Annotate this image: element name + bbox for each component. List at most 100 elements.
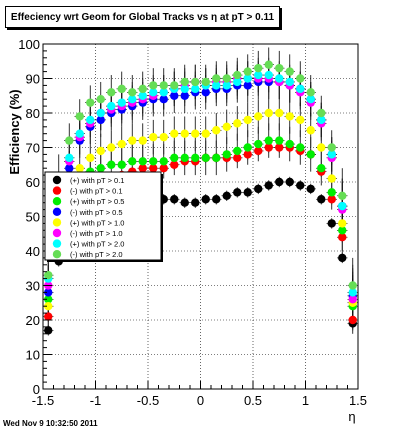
data-point: [233, 146, 242, 156]
data-point: [327, 150, 336, 159]
y-tick-label: 100: [18, 37, 40, 52]
y-tick-label: 40: [26, 244, 40, 259]
data-point: [317, 115, 326, 125]
data-point: [296, 74, 305, 83]
data-point: [75, 112, 84, 121]
legend-entry: (+) with pT > 1.0: [70, 218, 124, 227]
data-point: [138, 136, 147, 145]
data-point: [117, 160, 126, 169]
legend-marker: [52, 239, 62, 248]
data-point: [212, 126, 221, 135]
data-point: [264, 70, 273, 80]
data-point: [170, 129, 179, 138]
data-point: [191, 77, 200, 87]
data-point: [338, 233, 347, 242]
data-point: [149, 81, 158, 90]
legend-marker: [52, 207, 62, 216]
data-point: [180, 77, 189, 87]
data-point: [65, 136, 74, 145]
data-point: [254, 112, 263, 121]
data-point: [44, 302, 53, 311]
grid-lines: [43, 44, 358, 389]
timestamp-footer: Wed Nov 9 10:32:50 2011: [3, 419, 98, 428]
data-point: [306, 126, 315, 135]
data-point: [191, 129, 200, 138]
data-point: [159, 132, 168, 142]
data-point: [180, 84, 189, 94]
data-point: [117, 139, 126, 149]
data-point: [96, 95, 105, 104]
x-axis-label: η: [348, 409, 355, 424]
data-point: [201, 153, 210, 163]
data-point: [222, 150, 231, 159]
y-tick-label: 0: [33, 382, 40, 397]
data-point: [138, 164, 147, 173]
data-point: [233, 70, 242, 80]
data-point: [201, 129, 210, 138]
data-point: [338, 226, 347, 235]
data-point: [180, 91, 189, 100]
data-point: [233, 188, 242, 197]
chart-title-box: Effeciency wrt Geom for Global Tracks vs…: [5, 6, 280, 28]
data-point: [275, 74, 284, 83]
data-point: [254, 184, 263, 194]
data-point: [159, 81, 168, 90]
data-point: [44, 312, 53, 321]
data-point: [264, 60, 273, 69]
data-point: [170, 195, 179, 204]
data-point: [327, 219, 336, 228]
data-point: [222, 74, 231, 83]
data-point: [201, 195, 210, 204]
data-point: [138, 157, 147, 166]
x-tick-label: 0: [197, 393, 204, 408]
data-point: [149, 157, 158, 166]
legend-marker: [52, 197, 62, 206]
data-point: [159, 95, 168, 104]
data-point: [96, 115, 105, 125]
data-point: [348, 295, 357, 304]
data-point: [254, 146, 263, 156]
legend-entry: (-) with pT > 0.5: [70, 208, 123, 217]
data-point: [296, 115, 305, 125]
data-point: [222, 191, 231, 200]
data-point: [306, 150, 315, 159]
legend-box: [44, 171, 162, 261]
data-point: [159, 164, 168, 173]
axes: -1.5 -1 -0.5 0 0.5 1 1.5 0 10 20 30 40 50 60 70 80 90 100: [18, 37, 367, 408]
data-point: [317, 108, 326, 118]
data-point: [306, 95, 315, 104]
data-point: [243, 143, 252, 152]
y-tick-label: 20: [26, 313, 40, 328]
data-point: [65, 153, 74, 163]
y-tick-label: 60: [26, 175, 40, 190]
data-point: [86, 153, 95, 163]
data-point: [44, 288, 53, 297]
data-point: [212, 81, 221, 90]
legend-marker: [52, 218, 62, 227]
x-tick-label: -1: [90, 393, 102, 408]
x-tick-label: 0.5: [244, 393, 262, 408]
y-tick-label: 90: [26, 72, 40, 87]
y-tick-label: 10: [26, 348, 40, 363]
data-point: [222, 81, 231, 90]
legend-entry: (-) with pT > 0.1: [70, 187, 123, 196]
data-point: [338, 191, 347, 200]
data-point: [264, 136, 273, 145]
data-point: [285, 112, 294, 121]
data-point: [180, 198, 189, 207]
legend-entry: (-) with pT > 1.0: [70, 229, 123, 238]
data-point: [96, 146, 105, 156]
data-point: [86, 98, 95, 107]
x-tick-label: 1: [302, 393, 309, 408]
data-point: [338, 219, 347, 228]
data-point: [285, 139, 294, 149]
data-point: [338, 253, 347, 263]
data-point: [149, 88, 158, 97]
data-point: [264, 108, 273, 118]
data-point: [254, 70, 263, 80]
data-point: [338, 201, 347, 211]
data-point: [170, 81, 179, 90]
data-point: [96, 164, 105, 173]
data-point: [275, 108, 284, 118]
data-point: [65, 164, 74, 173]
